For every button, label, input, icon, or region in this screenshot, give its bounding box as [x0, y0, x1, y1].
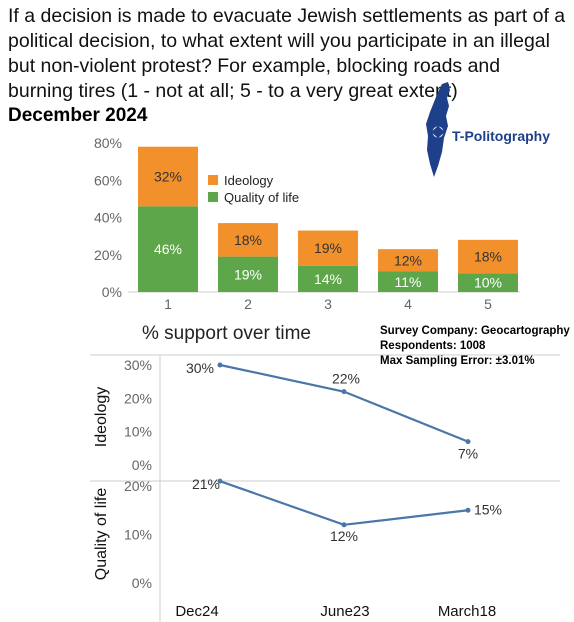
y-tick-label: 60%	[94, 172, 122, 188]
data-label: 21%	[192, 476, 220, 492]
bar-quality-of-life	[218, 256, 278, 292]
y-tick-label: 40%	[94, 210, 122, 226]
x-tick-label: 5	[484, 296, 492, 312]
survey-error: Max Sampling Error: ±3.01%	[380, 355, 535, 367]
data-point	[217, 478, 223, 484]
x-tick-label: 2	[244, 296, 252, 312]
x-tick-label: March18	[438, 603, 496, 620]
series-line	[219, 480, 469, 526]
x-tick-label: 4	[404, 296, 412, 312]
bar-label-quality-of-life: 46%	[154, 241, 182, 257]
panel-axis-label: Quality of life	[93, 488, 110, 581]
survey-info: Survey Company: Geocartography Responden…	[380, 324, 570, 369]
bar-quality-of-life	[458, 273, 518, 292]
legend-swatch-quality-of-life	[208, 192, 218, 202]
data-label: 30%	[186, 360, 214, 376]
line-chart-panels: 0% 10% 20% 30% Ideology 30% 22% 7% 0% 10% 20% Quali…	[90, 354, 560, 622]
bar-label-ideology: 18%	[234, 232, 262, 248]
bar-ideology	[458, 239, 518, 274]
bar-label-ideology: 12%	[394, 252, 422, 268]
legend-swatch-ideology	[208, 175, 218, 185]
bar-label-ideology: 18%	[474, 249, 502, 265]
question-text: If a decision is made to evacuate Jewish…	[8, 5, 566, 102]
survey-respondents: Respondents: 1008	[380, 340, 486, 352]
y-tick-label: 0%	[102, 284, 122, 300]
bar-ideology	[218, 223, 278, 257]
data-label: 15%	[474, 501, 502, 517]
data-point	[341, 522, 347, 528]
y-tick-label: 10%	[124, 527, 152, 543]
legend-label-quality-of-life: Quality of life	[224, 190, 299, 205]
data-label: 12%	[330, 528, 358, 544]
x-tick-label: Dec24	[175, 603, 218, 620]
bar-label-quality-of-life: 14%	[314, 271, 342, 287]
panel-axis-label: Ideology	[93, 387, 110, 448]
bar-label-quality-of-life: 10%	[474, 275, 502, 291]
bar-quality-of-life	[378, 271, 438, 292]
bar-label-ideology: 19%	[314, 240, 342, 256]
data-point	[465, 507, 471, 513]
bar-label-ideology: 32%	[154, 169, 182, 185]
data-label: 22%	[332, 371, 360, 387]
legend-label-ideology: Ideology	[224, 173, 274, 188]
y-tick-label: 0%	[132, 457, 152, 473]
x-tick-label: 1	[164, 296, 172, 312]
y-tick-label: 10%	[124, 424, 152, 440]
survey-date: December 2024	[8, 105, 148, 126]
bar-quality-of-life	[138, 206, 198, 292]
bar-ideology	[378, 249, 438, 272]
x-tick-label: 3	[324, 296, 332, 312]
data-point	[465, 439, 471, 445]
bar-ideology	[138, 146, 198, 207]
data-label: 7%	[458, 446, 478, 462]
bar-quality-of-life	[298, 265, 358, 292]
y-tick-label: 20%	[124, 478, 152, 494]
survey-company: Survey Company: Geocartography	[380, 325, 570, 337]
y-tick-label: 20%	[94, 247, 122, 263]
y-tick-label: 30%	[124, 357, 152, 373]
logo-name: T-Politography	[452, 128, 550, 144]
israel-map-icon	[426, 82, 450, 177]
y-tick-label: 80%	[94, 135, 122, 151]
stacked-bar-chart: 0% 20% 40% 60% 80% 46% 32% 1 19% 18% 2 14% 19% 3 11% 12…	[94, 135, 520, 312]
data-point	[217, 362, 223, 368]
bar-ideology	[298, 230, 358, 266]
y-tick-label: 20%	[124, 390, 152, 406]
data-point	[341, 389, 347, 395]
bar-label-quality-of-life: 19%	[234, 266, 262, 282]
y-tick-label: 0%	[132, 575, 152, 591]
x-tick-label: June23	[320, 603, 369, 620]
bar-label-quality-of-life: 11%	[395, 274, 422, 290]
line-section-title: % support over time	[142, 323, 311, 344]
